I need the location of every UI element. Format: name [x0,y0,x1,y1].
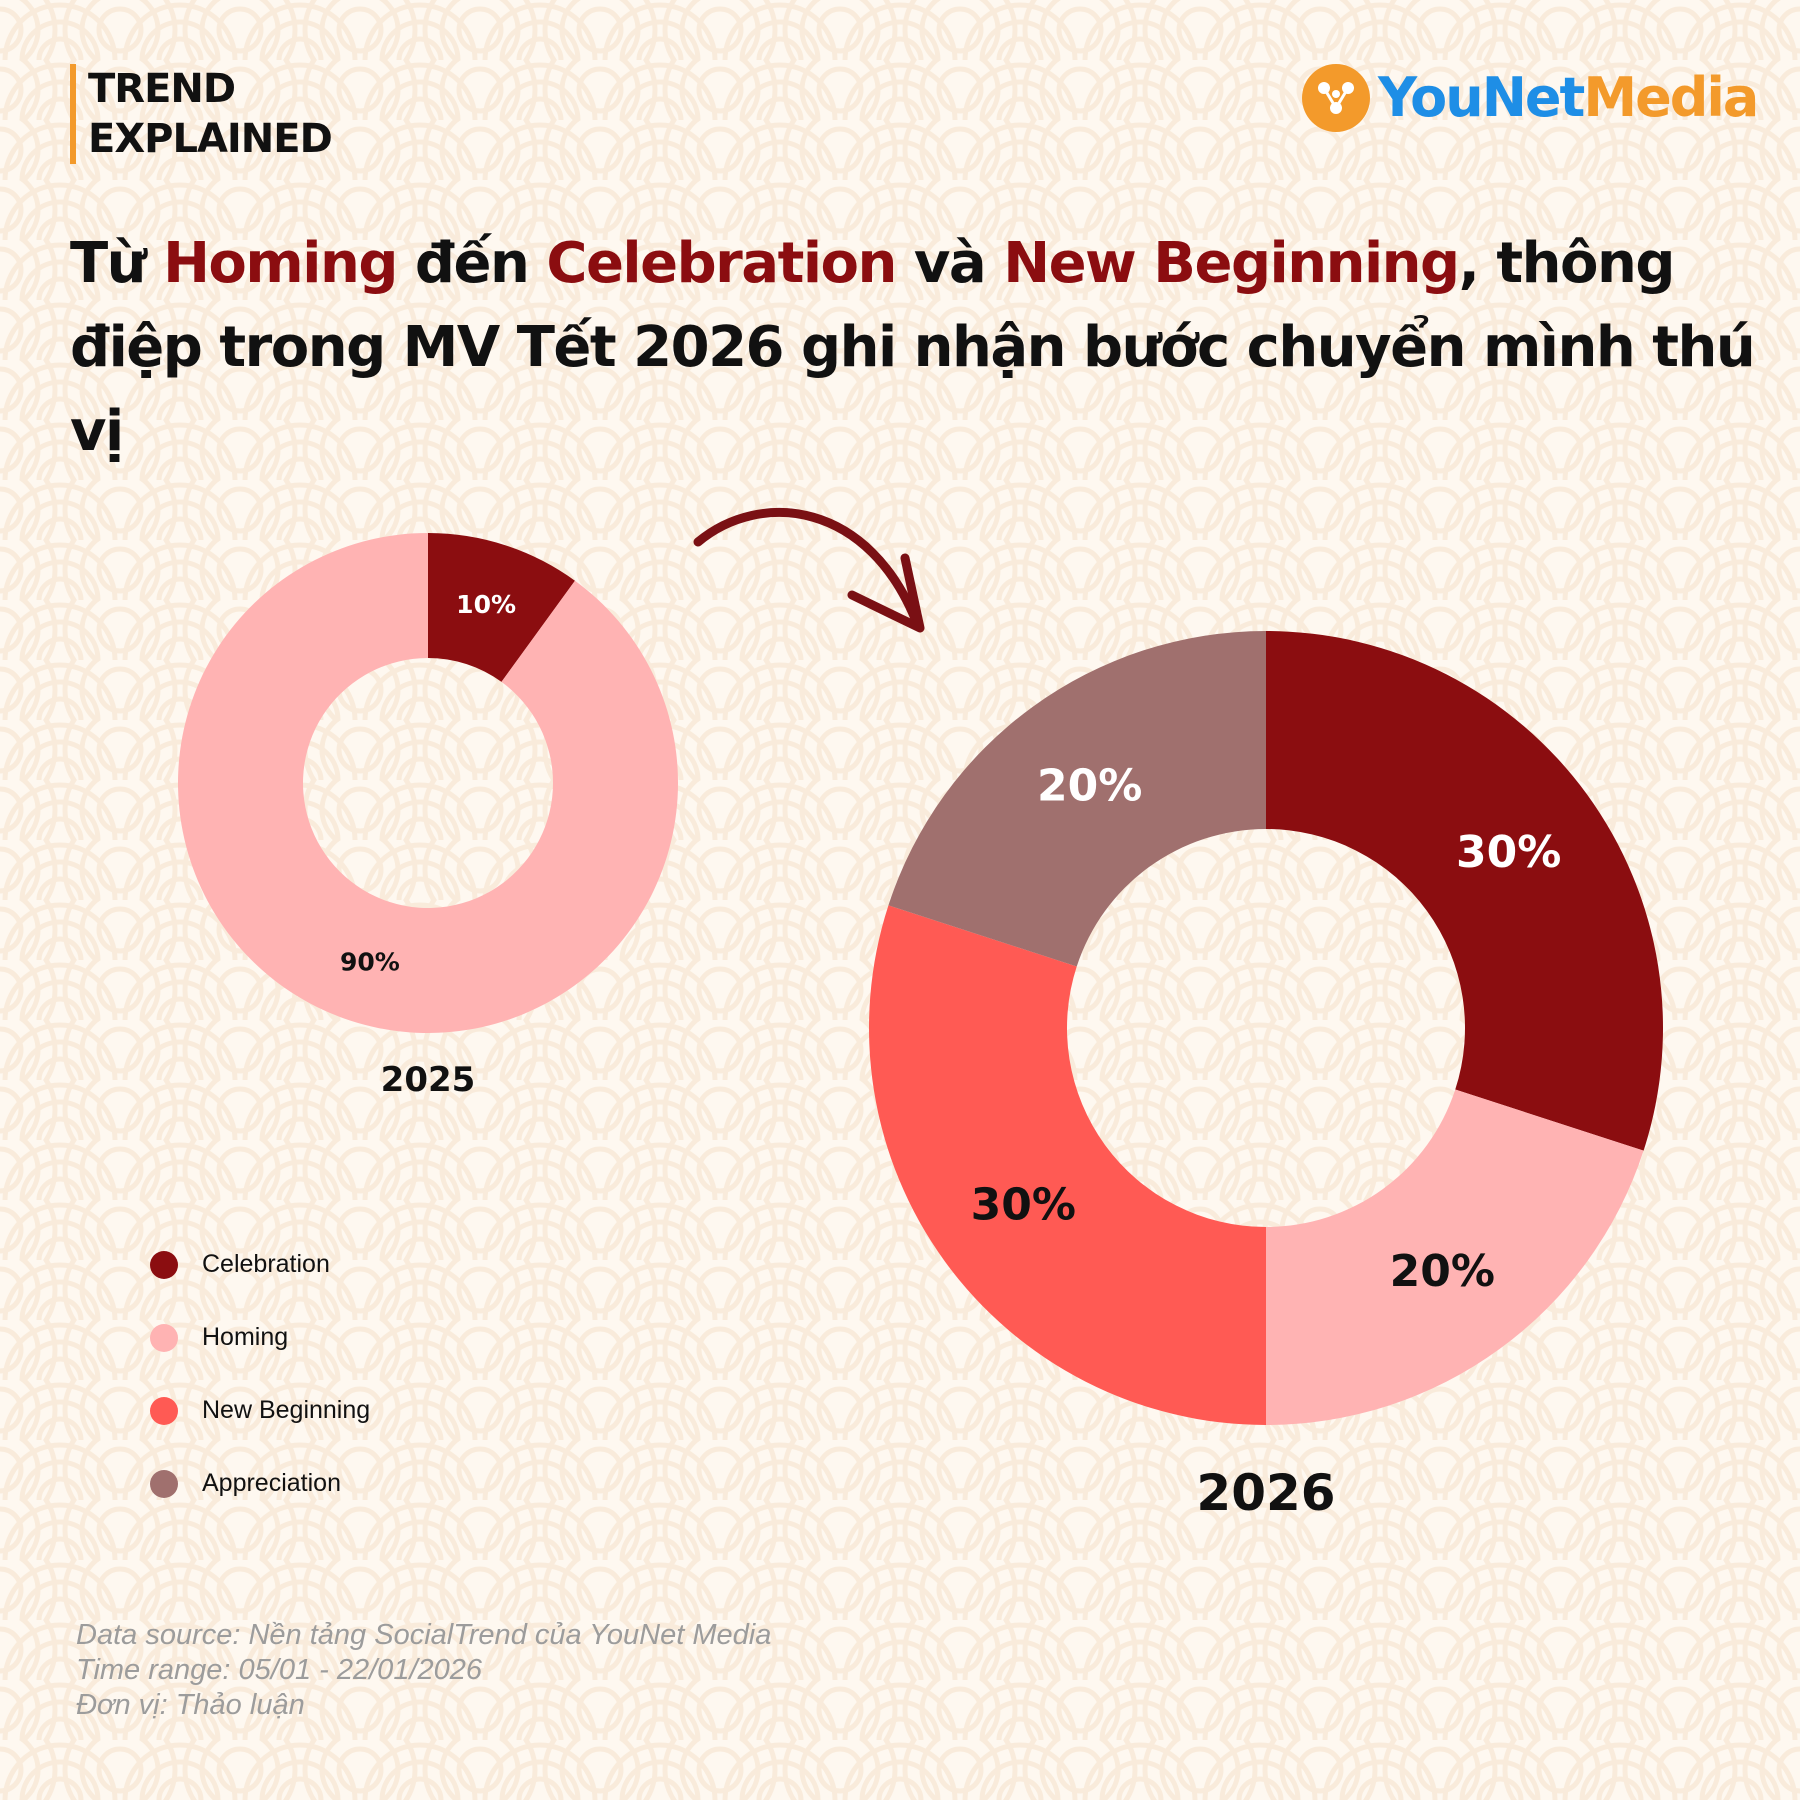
slice-homing [1266,1089,1644,1425]
slice-new-beginning [868,905,1266,1425]
legend-swatch [150,1323,178,1352]
legend-swatch [150,1250,178,1279]
tag-line-1: TREND [88,66,236,112]
data-label-homing: 90% [340,948,400,977]
legend-item-celebration: Celebration [150,1228,370,1301]
donut-2026: 30% 20% 30% 20% [868,631,1664,1425]
tag-line-2: EXPLAINED [88,116,333,162]
unit: Đơn vị: Thảo luận [76,1689,305,1721]
arrow-head-icon [847,553,925,633]
logo-wordmark: YouNetMedia [1378,66,1759,129]
younet-media-logo: YouNetMedia [1300,62,1759,134]
slice-homing [178,533,679,1033]
chart-title-2026: 2026 [1196,1464,1335,1522]
data-label-new-beginning: 30% [971,1180,1076,1231]
page-title: Từ Homing đến Celebration và New Beginni… [70,231,1756,464]
legend: Celebration Homing New Beginning Appreci… [150,1228,370,1520]
legend-item-new-beginning: New Beginning [150,1374,370,1447]
slice-appreciation [888,631,1266,967]
data-label-homing: 20% [1390,1246,1495,1297]
data-label-appreciation: 20% [1037,761,1142,812]
chart-title-2025: 2025 [381,1060,476,1100]
data-label-celebration: 10% [456,590,516,619]
legend-swatch [150,1396,178,1425]
donut-2025: 10% 90% [178,533,679,1033]
data-label-celebration: 30% [1456,827,1561,878]
time-range: Time range: 05/01 - 22/01/2026 [76,1654,483,1686]
trend-explained-tag: TREND EXPLAINED [70,64,333,164]
slice-celebration [1266,631,1664,1151]
footer-notes: Data source: Nền tảng SocialTrend của Yo… [76,1618,771,1723]
slice-celebration [428,533,575,682]
younet-logo-icon [1302,64,1370,132]
legend-item-homing: Homing [150,1301,370,1374]
legend-item-appreciation: Appreciation [150,1447,370,1520]
data-source: Data source: Nền tảng SocialTrend của Yo… [76,1619,772,1651]
legend-swatch [150,1469,178,1498]
transition-arrow [693,507,923,631]
